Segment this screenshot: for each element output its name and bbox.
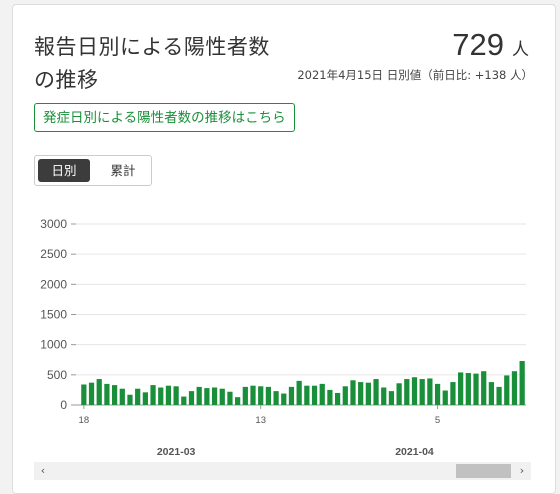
bar <box>488 382 495 405</box>
date-subtitle: 2021年4月15日 日別値（前日比: +138 人） <box>297 68 533 82</box>
bar <box>373 379 379 405</box>
bar <box>396 383 402 405</box>
x-day-label: 18 <box>79 415 90 426</box>
y-tick-label: 2500 <box>40 247 67 261</box>
horizontal-scrollbar[interactable]: ‹ › <box>34 462 531 480</box>
daily-cumulative-toggle: 日別 累計 <box>34 155 152 186</box>
x-day-label: 13 <box>255 415 266 426</box>
bar <box>127 394 133 405</box>
bar <box>196 386 202 405</box>
bar <box>381 387 387 405</box>
bar <box>135 388 141 405</box>
y-tick-label: 2000 <box>40 277 67 291</box>
bar <box>458 372 464 405</box>
x-day-label: 5 <box>435 415 440 426</box>
bar <box>350 380 356 405</box>
bar <box>404 379 410 405</box>
scroll-thumb[interactable] <box>456 464 511 478</box>
bar <box>204 388 210 405</box>
bar <box>427 378 433 405</box>
chart-card: 報告日別による陽性者数の推移 729 人 2021年4月15日 日別値（前日比: … <box>12 4 556 494</box>
onset-date-link-button[interactable]: 発症日別による陽性者数の推移はこちら <box>34 103 295 132</box>
bar <box>519 361 525 405</box>
bar <box>342 386 348 405</box>
bar <box>258 386 264 405</box>
bar <box>165 385 172 405</box>
x-month-label: 2021-04 <box>395 446 434 458</box>
bar <box>188 391 195 405</box>
bar <box>81 384 87 405</box>
bar <box>304 385 310 405</box>
bar <box>504 375 510 405</box>
bar <box>150 385 156 405</box>
bar <box>211 387 218 405</box>
bar <box>288 386 295 405</box>
bar <box>119 388 125 405</box>
scroll-left-arrow-icon[interactable]: ‹ <box>40 464 46 477</box>
headline-value: 729 人 <box>452 27 529 63</box>
scroll-right-arrow-icon[interactable]: › <box>519 464 525 477</box>
cumulative-toggle-button[interactable]: 累計 <box>110 163 136 178</box>
daily-toggle-button[interactable]: 日別 <box>38 159 90 182</box>
bar <box>96 379 102 405</box>
bar <box>434 383 441 405</box>
bar <box>250 385 256 405</box>
y-tick-label: 1000 <box>40 338 67 352</box>
bar <box>273 391 279 405</box>
bar <box>473 373 479 405</box>
bar <box>104 383 110 405</box>
bar-chart: 0 500 1000 1500 2000 2500 3000 18 13 5 2021-03 2021… <box>40 217 526 458</box>
bar <box>442 390 448 405</box>
bar <box>311 385 318 405</box>
bar <box>496 386 502 405</box>
bar <box>111 385 118 405</box>
bar <box>219 388 225 405</box>
bar <box>450 382 456 405</box>
bar <box>227 391 233 405</box>
y-tick-label: 1500 <box>40 308 67 322</box>
y-tick-label: 0 <box>60 398 67 412</box>
bar <box>235 397 241 405</box>
x-month-label: 2021-03 <box>157 446 196 458</box>
bar <box>242 386 248 405</box>
bar <box>296 380 302 405</box>
value-number: 729 <box>452 27 504 62</box>
bar <box>88 382 95 405</box>
bar <box>181 396 187 405</box>
bar <box>319 383 325 405</box>
bar <box>327 389 333 405</box>
bar <box>465 373 471 405</box>
bar <box>481 371 487 405</box>
y-tick-label: 3000 <box>40 217 67 231</box>
bar <box>511 371 518 405</box>
bar <box>388 391 395 405</box>
bar <box>411 377 418 405</box>
bar <box>419 379 425 405</box>
value-unit: 人 <box>512 40 529 59</box>
bar <box>358 382 364 405</box>
bar <box>158 387 164 405</box>
bar <box>142 392 148 405</box>
bar <box>334 392 341 405</box>
bar <box>281 393 287 405</box>
bar <box>265 386 272 405</box>
card-title: 報告日別による陽性者数の推移 <box>34 35 270 92</box>
bar <box>365 382 371 405</box>
y-tick-label: 500 <box>47 368 67 382</box>
bar <box>173 386 179 405</box>
